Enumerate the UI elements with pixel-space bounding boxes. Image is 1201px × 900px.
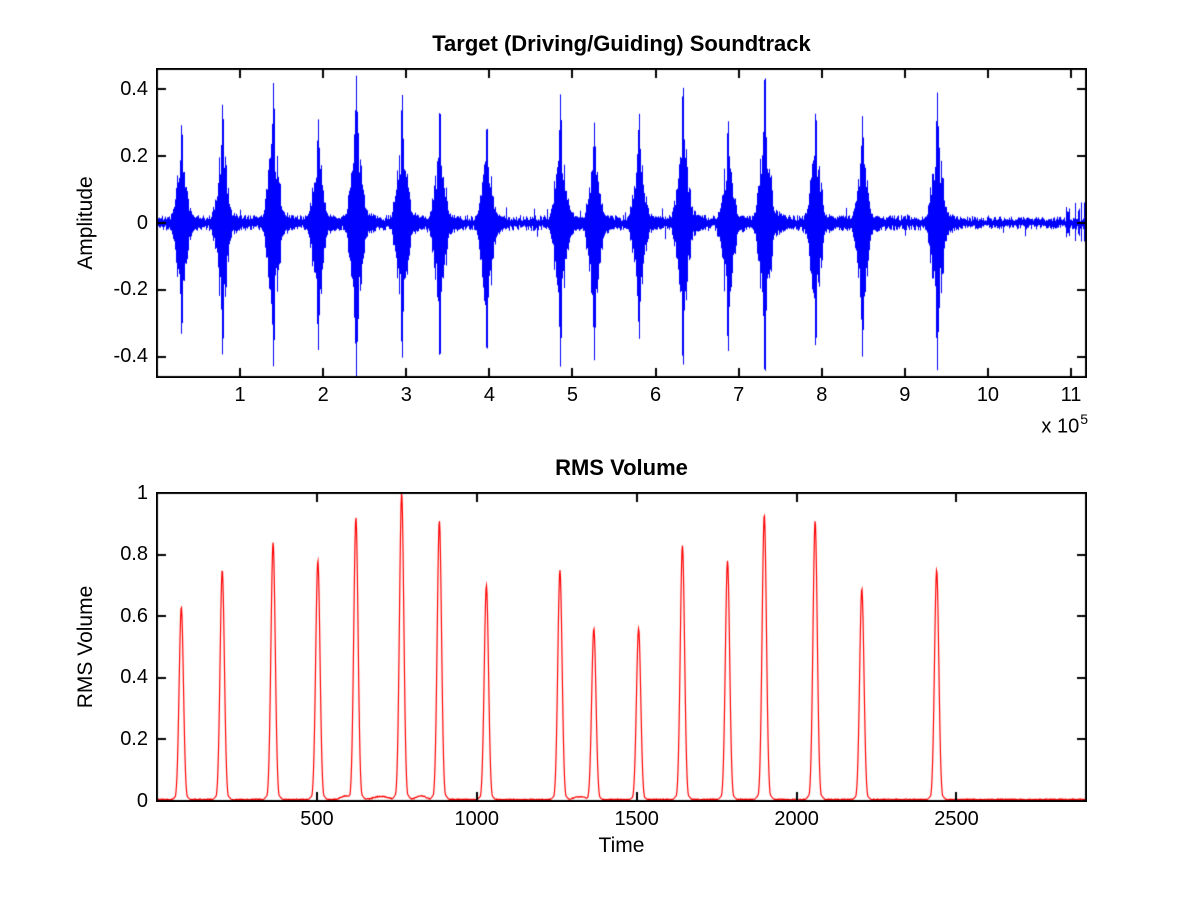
exponent-power-text: 5 xyxy=(1080,411,1088,427)
rms-xlabel: Time xyxy=(598,834,645,857)
x-tick-label: 3 xyxy=(400,384,412,406)
exponent-base-text: x 10 xyxy=(1041,415,1080,438)
x-tick-label: 11 xyxy=(1060,384,1082,406)
rms-canvas xyxy=(156,492,1087,802)
x-tick-label: 1 xyxy=(234,384,246,406)
x-tick-label: 2000 xyxy=(774,808,819,830)
x-tick-label: 1500 xyxy=(614,808,659,830)
x-tick-label: 7 xyxy=(733,384,745,406)
waveform-ylabel: Amplitude xyxy=(74,176,97,270)
rms-plot-title: RMS Volume xyxy=(555,455,688,480)
x-tick-label: 1000 xyxy=(454,808,500,830)
rms-ylabel: RMS Volume xyxy=(74,585,97,709)
x-tick-label: 5 xyxy=(566,384,579,406)
x-tick-label: 10 xyxy=(976,384,1000,406)
waveform-canvas xyxy=(156,68,1087,378)
x-tick-label: 9 xyxy=(899,384,911,406)
x-tick-label: 2 xyxy=(317,384,329,406)
waveform-plot-title: Target (Driving/Guiding) Soundtrack xyxy=(432,31,811,56)
x-tick-label: 6 xyxy=(650,384,662,406)
waveform-x-exponent-label: x 105 xyxy=(1005,409,1088,439)
x-tick-label: 2500 xyxy=(934,808,979,830)
x-tick-label: 4 xyxy=(483,384,495,406)
x-tick-label: 8 xyxy=(816,384,828,406)
x-tick-label: 500 xyxy=(300,808,334,830)
